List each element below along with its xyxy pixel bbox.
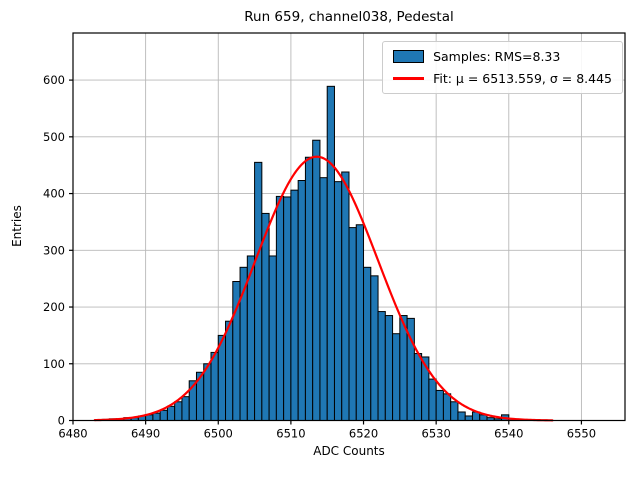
x-axis-label: ADC Counts — [313, 444, 385, 458]
y-ticks: 0 100 200 300 400 500 600 — [43, 73, 73, 428]
x-ticks: 6480 6490 6500 6510 6520 6530 6540 6550 — [58, 420, 596, 441]
legend: Samples: RMS=8.33 Fit: μ = 6513.559, σ =… — [382, 41, 623, 94]
svg-text:600: 600 — [43, 73, 65, 87]
svg-text:6490: 6490 — [131, 427, 160, 441]
svg-text:6530: 6530 — [422, 427, 451, 441]
svg-text:500: 500 — [43, 130, 65, 144]
axes-spines — [72, 32, 626, 422]
fit-line-swatch-icon — [393, 77, 425, 80]
fit-curve — [93, 155, 554, 422]
svg-text:200: 200 — [43, 300, 65, 314]
svg-text:100: 100 — [43, 357, 65, 371]
svg-text:6520: 6520 — [349, 427, 378, 441]
svg-text:300: 300 — [43, 243, 65, 257]
svg-text:6500: 6500 — [204, 427, 233, 441]
histogram-bars — [101, 85, 517, 422]
legend-entry-fit: Fit: μ = 6513.559, σ = 8.445 — [393, 71, 612, 86]
svg-text:6480: 6480 — [58, 427, 87, 441]
histogram-swatch-icon — [393, 50, 425, 63]
legend-entry-samples: Samples: RMS=8.33 — [393, 49, 612, 64]
chart-title: Run 659, channel038, Pedestal — [244, 9, 454, 25]
svg-text:6540: 6540 — [494, 427, 523, 441]
svg-text:6550: 6550 — [567, 427, 596, 441]
legend-label-fit: Fit: μ = 6513.559, σ = 8.445 — [433, 71, 612, 86]
svg-text:0: 0 — [58, 414, 65, 428]
svg-text:400: 400 — [43, 187, 65, 201]
svg-text:6510: 6510 — [276, 427, 305, 441]
legend-label-samples: Samples: RMS=8.33 — [433, 49, 561, 64]
y-axis-label: Entries — [10, 205, 24, 247]
